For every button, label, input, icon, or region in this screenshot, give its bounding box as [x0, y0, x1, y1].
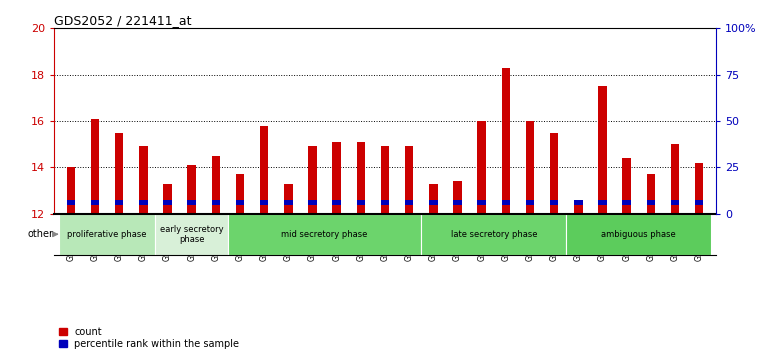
Bar — [622, 158, 631, 214]
Bar — [647, 174, 655, 214]
Bar — [454, 200, 462, 205]
Bar — [115, 133, 123, 214]
Bar — [139, 200, 148, 205]
Bar — [115, 200, 123, 205]
Bar — [647, 200, 655, 205]
Bar — [236, 174, 244, 214]
Bar — [429, 184, 437, 214]
Bar — [308, 200, 316, 205]
Bar — [566, 214, 711, 255]
Bar — [550, 200, 558, 205]
Bar — [139, 147, 148, 214]
Bar — [187, 200, 196, 205]
Bar — [405, 200, 413, 205]
Bar — [236, 200, 244, 205]
Bar — [284, 184, 293, 214]
Bar — [501, 68, 510, 214]
Bar — [59, 214, 156, 255]
Bar — [333, 142, 341, 214]
Bar — [550, 133, 558, 214]
Text: other: other — [28, 229, 54, 239]
Bar — [66, 167, 75, 214]
Bar — [357, 142, 365, 214]
Text: ambiguous phase: ambiguous phase — [601, 230, 676, 239]
Bar — [91, 119, 99, 214]
Bar — [622, 200, 631, 205]
Bar — [212, 156, 220, 214]
Bar — [212, 200, 220, 205]
Bar — [671, 144, 679, 214]
Bar — [598, 86, 607, 214]
Bar — [429, 200, 437, 205]
Text: mid secretory phase: mid secretory phase — [281, 230, 368, 239]
Bar — [574, 200, 583, 205]
Bar — [695, 163, 704, 214]
Bar — [66, 200, 75, 205]
Bar — [501, 200, 510, 205]
Bar — [695, 200, 704, 205]
Bar — [421, 214, 566, 255]
Bar — [381, 147, 389, 214]
Bar — [284, 200, 293, 205]
Text: late secretory phase: late secretory phase — [450, 230, 537, 239]
Legend: count, percentile rank within the sample: count, percentile rank within the sample — [59, 327, 239, 349]
Bar — [260, 200, 269, 205]
Bar — [308, 147, 316, 214]
Bar — [228, 214, 421, 255]
Text: early secretory
phase: early secretory phase — [160, 224, 223, 244]
Bar — [163, 184, 172, 214]
Bar — [526, 121, 534, 214]
Text: proliferative phase: proliferative phase — [67, 230, 147, 239]
Text: GDS2052 / 221411_at: GDS2052 / 221411_at — [54, 14, 192, 27]
Bar — [477, 200, 486, 205]
Bar — [574, 204, 583, 214]
Bar — [405, 147, 413, 214]
Bar — [91, 200, 99, 205]
Bar — [333, 200, 341, 205]
Bar — [260, 126, 269, 214]
Bar — [163, 200, 172, 205]
Bar — [156, 214, 228, 255]
Bar — [598, 200, 607, 205]
Bar — [671, 200, 679, 205]
Bar — [381, 200, 389, 205]
Bar — [454, 181, 462, 214]
Bar — [357, 200, 365, 205]
Bar — [526, 200, 534, 205]
Bar — [477, 121, 486, 214]
Bar — [187, 165, 196, 214]
